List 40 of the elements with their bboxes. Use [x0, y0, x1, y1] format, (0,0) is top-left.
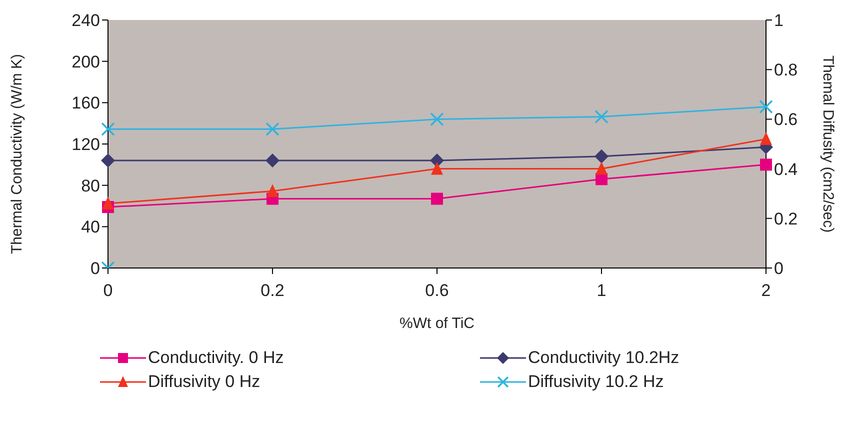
point — [594, 149, 608, 164]
y-tick-label: 200 — [72, 52, 100, 72]
y-tick-label: 120 — [72, 135, 100, 154]
y-tick-label: 160 — [72, 94, 100, 113]
y2-axis-title: Themal Diffusity (cm2/sec) — [820, 55, 836, 233]
x-tick-label: 1 — [596, 281, 606, 300]
point — [759, 100, 773, 114]
point — [101, 122, 115, 136]
point — [266, 122, 280, 136]
point — [594, 110, 608, 124]
y-tick-label: 80 — [81, 176, 100, 196]
legend-label: Conductivity 10.2Hz — [528, 348, 680, 368]
point — [102, 196, 114, 210]
y-tick-label: 0 — [90, 259, 100, 278]
y-tick-label: 240 — [72, 11, 100, 30]
point — [760, 158, 772, 171]
point — [266, 184, 278, 198]
y2-tick-label: 0 — [774, 259, 784, 278]
x-tick-label: 0.6 — [425, 281, 449, 300]
point — [430, 112, 444, 126]
legend-label: Diffusivity 10.2 Hz — [528, 372, 664, 392]
point — [596, 162, 608, 175]
point — [431, 162, 443, 175]
point — [431, 192, 443, 205]
y2-tick-label: 0.6 — [774, 110, 798, 130]
y2-tick-label: 1 — [774, 11, 784, 30]
point — [101, 154, 115, 168]
x-tick-label: 0 — [103, 281, 113, 300]
x-tick-label: 2 — [761, 281, 771, 300]
y2-tick-label: 0.8 — [774, 60, 798, 80]
x-tick-label: 0.2 — [260, 281, 284, 300]
y2-tick-label: 0.2 — [774, 209, 798, 228]
x-axis-title: %Wt of TiC — [399, 315, 475, 332]
y-tick-label: 40 — [81, 218, 100, 237]
legend-label: Diffusivity 0 Hz — [148, 372, 260, 392]
point — [266, 154, 280, 168]
y-axis-title: Thermal Conductivity (W/m K) — [8, 54, 26, 254]
legend-label: Conductivity. 0 Hz — [148, 348, 284, 368]
point — [760, 132, 772, 146]
y2-tick-label: 0.4 — [774, 160, 798, 179]
